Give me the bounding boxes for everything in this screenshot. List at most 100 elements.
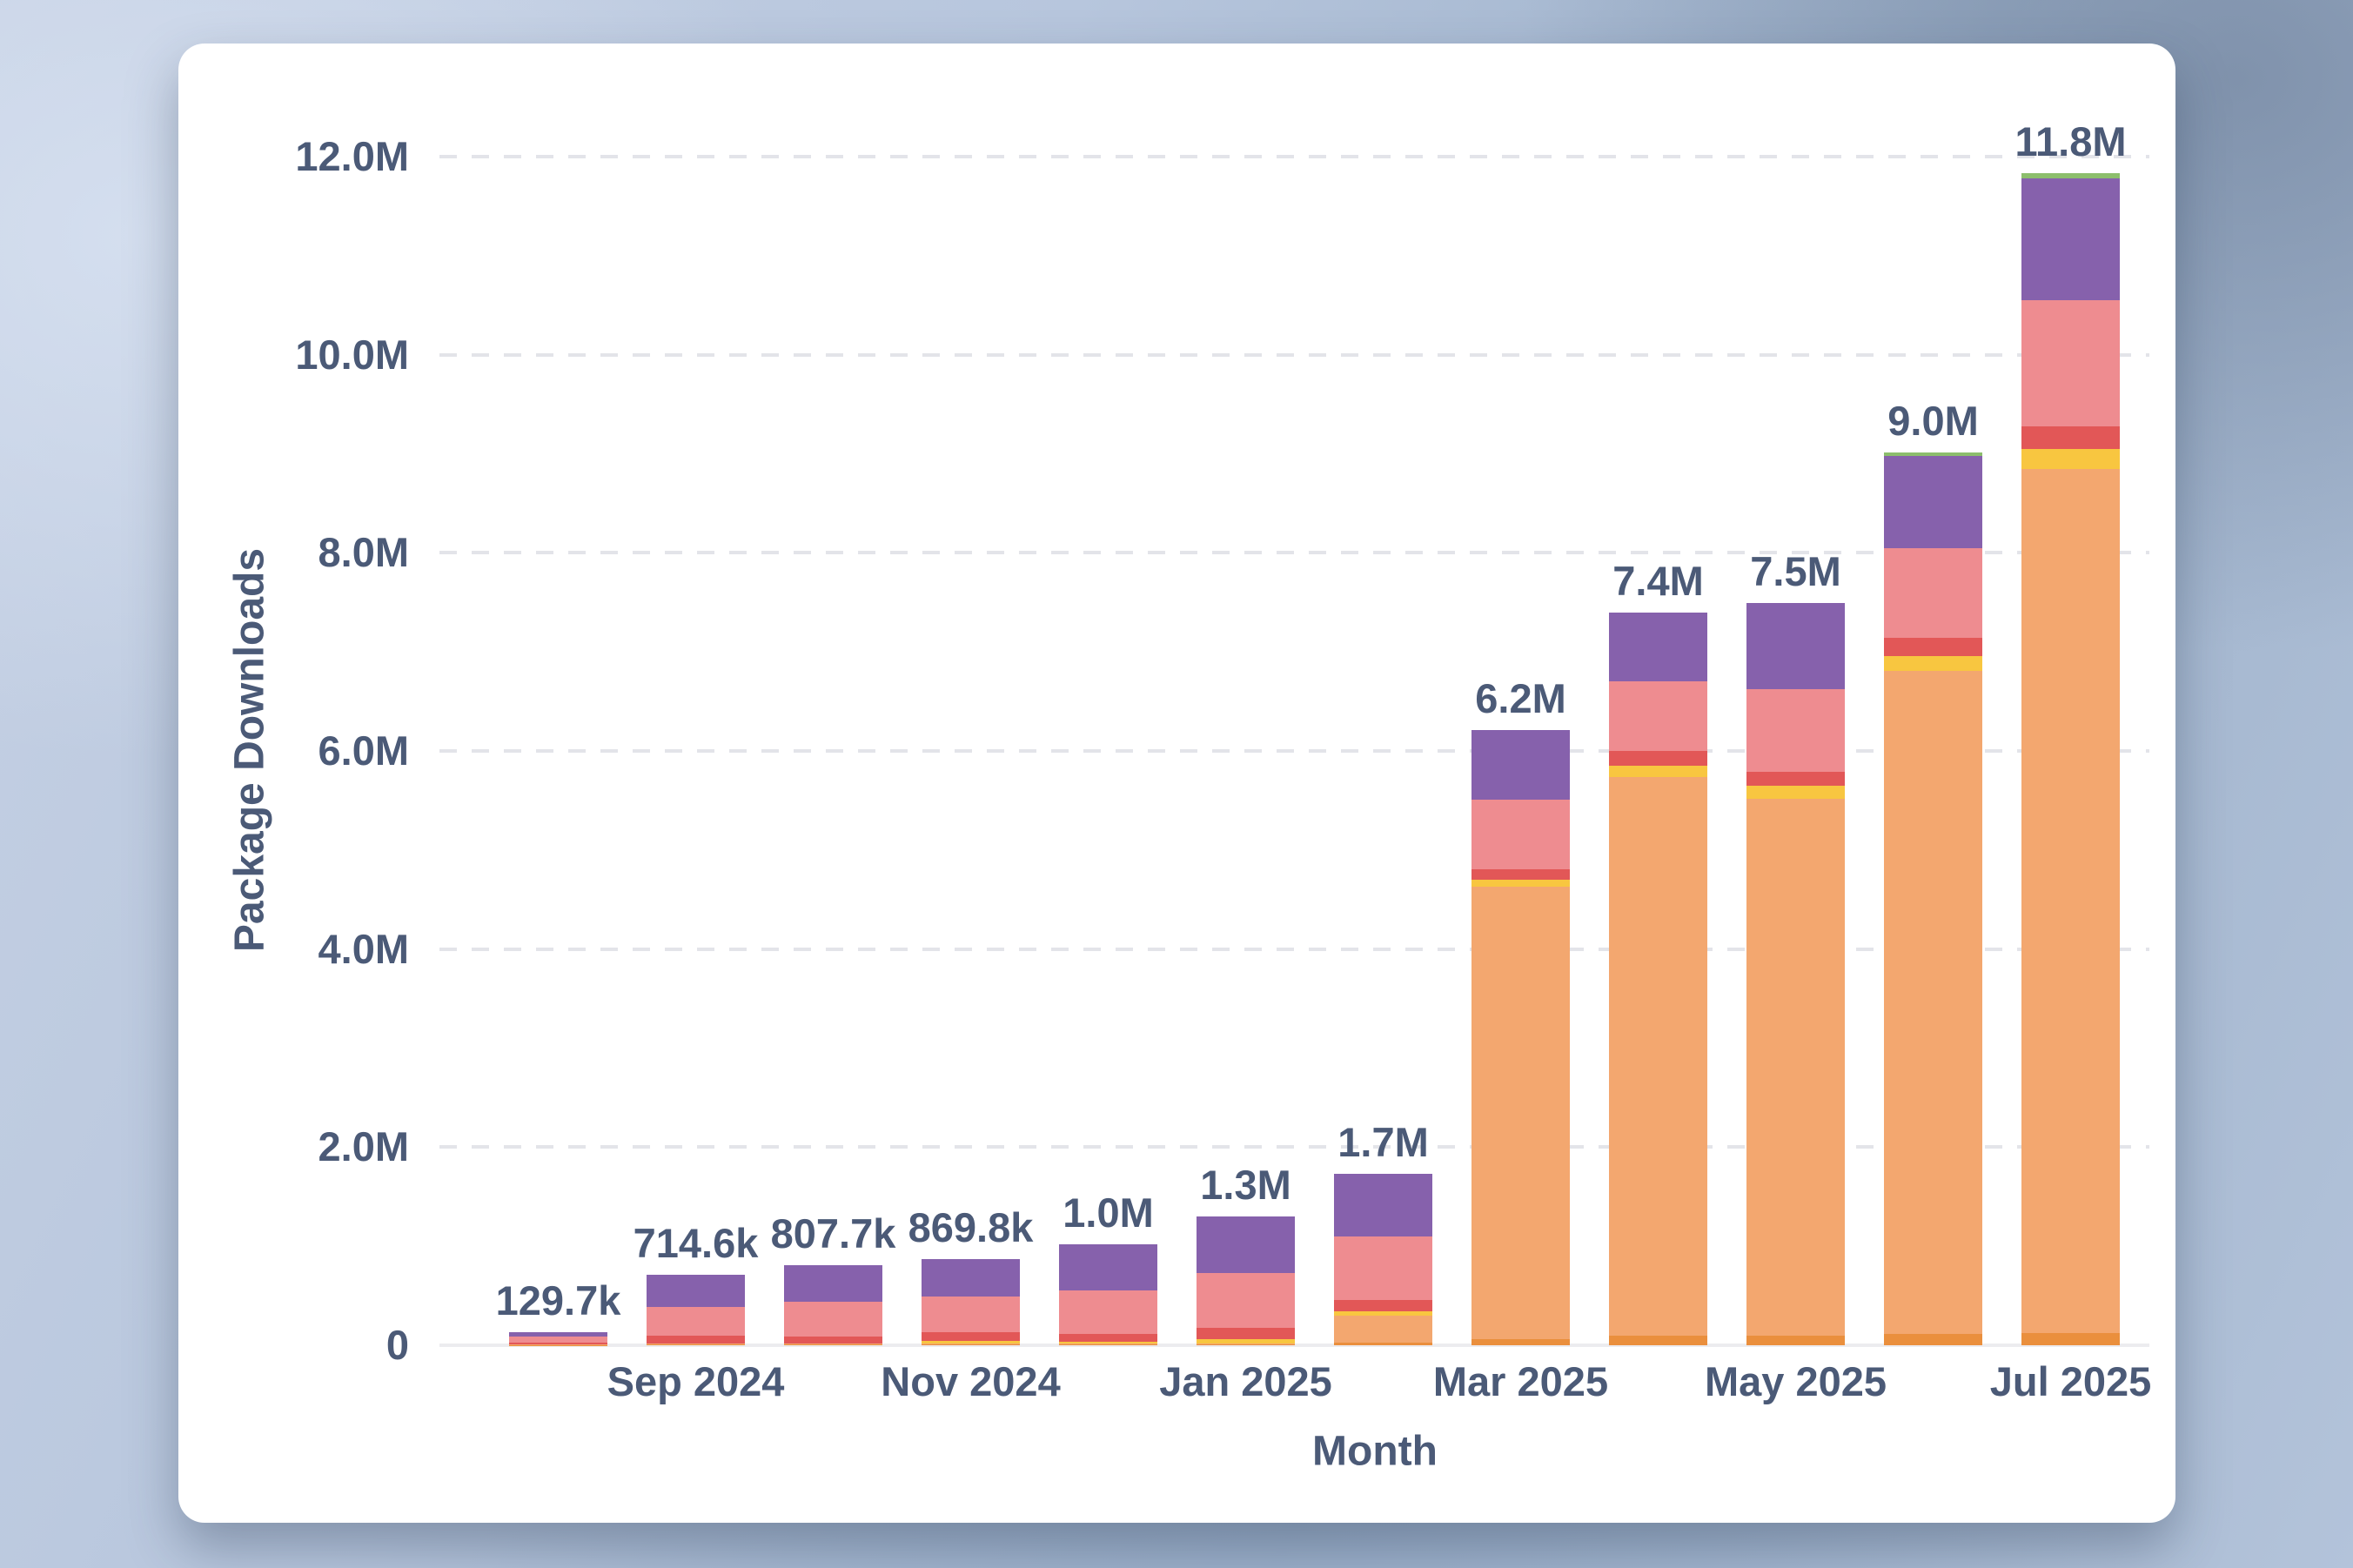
bar-segment-red[interactable] [1059,1333,1157,1343]
y-tick-label: 6.0M [318,727,410,774]
bar-total-label: 9.0M [1887,397,1979,444]
y-axis-title: Package Downloads [226,547,273,953]
bar-segment-red[interactable] [1884,638,1982,656]
bar-segment-purple[interactable] [647,1274,745,1308]
bar-segment-orange[interactable] [1471,886,1570,1340]
gridline-2.0M [439,1145,2149,1149]
bar-segment-pink[interactable] [647,1307,745,1337]
bar-segment-yellow[interactable] [1609,766,1707,777]
bar-segment-orange-dark[interactable] [1197,1344,1295,1345]
bar-sep-2024[interactable] [647,1274,745,1345]
x-tick-label: Sep 2024 [607,1358,785,1404]
bar-segment-pink[interactable] [509,1337,607,1343]
bar-segment-red[interactable] [1334,1299,1432,1312]
x-axis-title: Month [1312,1428,1438,1475]
bar-segment-pink[interactable] [784,1301,882,1337]
y-tick-label: 12.0M [295,133,409,180]
bar-segment-orange-dark[interactable] [922,1344,1020,1345]
bar-segment-orange[interactable] [1746,798,1845,1336]
bar-segment-yellow[interactable] [1746,785,1845,799]
bar-segment-purple[interactable] [922,1259,1020,1297]
bar-total-label: 1.3M [1200,1162,1291,1209]
bar-segment-green[interactable] [1884,452,1982,456]
bar-segment-purple[interactable] [509,1332,607,1337]
bar-total-label: 1.7M [1337,1119,1429,1166]
bar-may-2025[interactable] [1746,603,1845,1345]
bar-segment-red[interactable] [1609,751,1707,767]
bar-segment-red[interactable] [1197,1328,1295,1339]
bar-segment-pink[interactable] [1884,547,1982,639]
gridline-0 [439,1344,2149,1347]
bar-segment-yellow[interactable] [1884,655,1982,671]
gridline-8.0M [439,551,2149,555]
bar-nov-2024[interactable] [922,1259,1020,1345]
bar-total-label: 714.6k [633,1219,759,1266]
bar-segment-red[interactable] [1746,771,1845,786]
bar-segment-purple[interactable] [784,1265,882,1302]
bar-jul-2025[interactable] [2021,173,2120,1345]
bar-jan-2025[interactable] [1197,1216,1295,1345]
bar-segment-orange-dark[interactable] [2021,1333,2120,1345]
bar-segment-purple[interactable] [1197,1216,1295,1273]
bar-segment-red[interactable] [647,1336,745,1344]
bar-segment-purple[interactable] [1884,455,1982,548]
bar-oct-2024[interactable] [784,1265,882,1345]
bar-segment-orange[interactable] [1884,670,1982,1335]
bar-apr-2025[interactable] [1609,612,1707,1345]
bar-segment-yellow[interactable] [922,1341,1020,1344]
bar-segment-orange-dark[interactable] [1884,1334,1982,1345]
bar-segment-orange-dark[interactable] [1471,1339,1570,1345]
bar-segment-red[interactable] [2021,426,2120,449]
bar-segment-orange[interactable] [2021,468,2120,1334]
bar-segment-red[interactable] [922,1332,1020,1342]
bar-segment-yellow[interactable] [1197,1338,1295,1344]
bar-segment-orange-dark[interactable] [647,1344,745,1345]
bar-segment-yellow[interactable] [1334,1311,1432,1316]
bar-segment-purple[interactable] [1059,1243,1157,1290]
bar-segment-yellow[interactable] [2021,448,2120,469]
bar-total-label: 11.8M [2014,118,2127,165]
bar-dec-2024[interactable] [1059,1243,1157,1345]
bar-segment-orange-dark[interactable] [784,1344,882,1345]
bar-segment-purple[interactable] [2021,178,2120,301]
bar-segment-pink[interactable] [1609,681,1707,752]
bar-segment-red[interactable] [784,1336,882,1344]
bar-mar-2025[interactable] [1471,730,1570,1345]
y-tick-label: 2.0M [318,1123,410,1170]
bar-segment-purple[interactable] [1334,1174,1432,1236]
x-tick-label: Jul 2025 [1989,1358,2152,1404]
bar-segment-orange-dark[interactable] [1609,1335,1707,1345]
bar-segment-pink[interactable] [1197,1272,1295,1329]
bar-segment-green[interactable] [2021,173,2120,179]
x-tick-label: Jan 2025 [1159,1358,1332,1404]
bar-segment-purple[interactable] [1746,603,1845,690]
y-tick-label: 0 [385,1322,409,1368]
bar-segment-purple[interactable] [1609,612,1707,682]
bar-segment-red[interactable] [509,1342,607,1344]
bar-segment-yellow[interactable] [1471,880,1570,887]
bar-segment-pink[interactable] [922,1296,1020,1333]
bar-segment-orange[interactable] [1334,1315,1432,1343]
bar-segment-red[interactable] [1471,868,1570,881]
bar-segment-orange-dark[interactable] [1746,1335,1845,1345]
bar-segment-orange-dark[interactable] [1059,1344,1157,1345]
bar-segment-orange-dark[interactable] [1334,1342,1432,1345]
bar-aug-2024[interactable] [509,1332,607,1345]
bar-segment-pink[interactable] [2021,300,2120,426]
gridline-12.0M [439,155,2149,159]
bar-segment-purple[interactable] [1471,730,1570,800]
gridline-10.0M [439,352,2149,357]
bar-segment-pink[interactable] [1334,1236,1432,1300]
bar-segment-pink[interactable] [1059,1290,1157,1334]
bar-total-label: 869.8k [908,1203,1034,1250]
bar-segment-orange[interactable] [1609,776,1707,1336]
bar-segment-yellow[interactable] [1059,1342,1157,1344]
x-tick-label: Nov 2024 [881,1358,1061,1404]
x-tick-label: May 2025 [1704,1358,1887,1404]
bar-segment-pink[interactable] [1746,689,1845,772]
bar-feb-2025[interactable] [1334,1174,1432,1345]
bar-jun-2025[interactable] [1884,452,1982,1345]
bar-segment-pink[interactable] [1471,799,1570,869]
